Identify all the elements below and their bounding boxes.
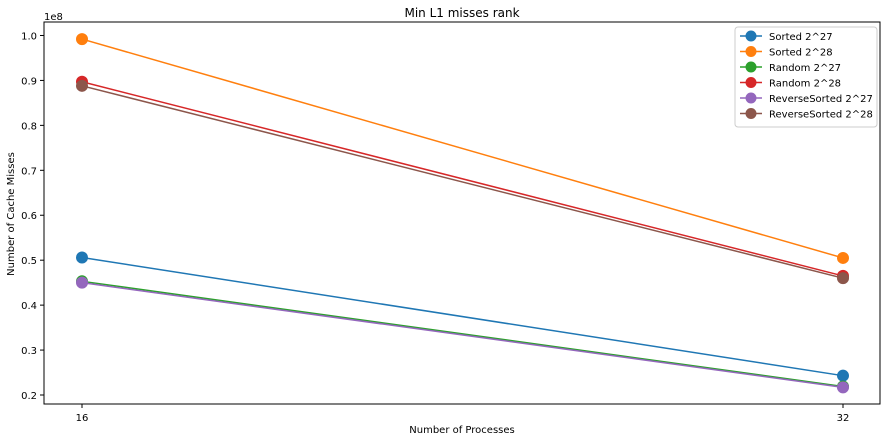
series-line-4 — [81, 281, 844, 389]
legend-marker-0 — [745, 30, 757, 42]
y-tick-label: 0.9 — [21, 76, 37, 87]
series-line-0 — [81, 256, 844, 377]
legend-label-3: Random 2^28 — [769, 79, 841, 90]
y-tick-label: 1.0 — [21, 31, 37, 42]
series-line-1 — [81, 38, 844, 259]
y-tick-label: 0.3 — [21, 346, 37, 357]
legend-label-0: Sorted 2^27 — [769, 32, 833, 43]
y-axis-offset-label: 1e8 — [44, 12, 63, 23]
x-tick-label: 16 — [76, 413, 89, 424]
legend-label-5: ReverseSorted 2^28 — [769, 110, 873, 121]
data-point-5-1 — [837, 272, 849, 285]
series-line-2 — [81, 280, 844, 388]
data-point-1-1 — [837, 251, 849, 264]
chart-title: Min L1 misses rank — [404, 6, 519, 20]
x-axis-label: Number of Processes — [409, 425, 514, 436]
data-point-4-0 — [76, 276, 88, 289]
legend-label-2: Random 2^27 — [769, 63, 841, 74]
y-tick-label: 0.5 — [21, 256, 37, 267]
legend: Sorted 2^27 Sorted 2^28 Random 2^27 Random … — [734, 26, 878, 128]
y-tick-label: 0.8 — [21, 121, 37, 132]
legend-label-4: ReverseSorted 2^27 — [769, 94, 873, 105]
legend-marker-5 — [745, 108, 757, 119]
y-axis-label: Number of Cache Misses — [6, 152, 17, 276]
legend-marker-4 — [745, 92, 757, 104]
y-tick-label: 0.7 — [21, 166, 37, 177]
series-line-3 — [81, 81, 844, 277]
y-tick-label: 0.4 — [21, 301, 37, 312]
plot-frame — [43, 21, 881, 405]
legend-marker-1 — [745, 46, 757, 57]
legend-box — [734, 26, 878, 128]
series-layer — [76, 33, 849, 394]
data-point-4-1 — [837, 381, 849, 394]
data-point-0-1 — [837, 369, 849, 382]
legend-marker-3 — [745, 77, 757, 88]
legend-label-1: Sorted 2^28 — [769, 48, 833, 59]
x-tick-label: 32 — [837, 413, 850, 424]
legend-marker-2 — [745, 61, 757, 73]
y-tick-label: 0.6 — [21, 211, 37, 222]
data-point-1-0 — [76, 33, 88, 46]
tick-layer: 0.2 0.3 0.4 0.5 0.6 0.7 0.8 0.9 1.0 16 32 — [21, 31, 849, 424]
y-tick-label: 0.2 — [21, 391, 37, 402]
data-point-0-0 — [76, 251, 88, 264]
data-point-5-0 — [76, 79, 88, 92]
series-line-5 — [81, 85, 844, 279]
